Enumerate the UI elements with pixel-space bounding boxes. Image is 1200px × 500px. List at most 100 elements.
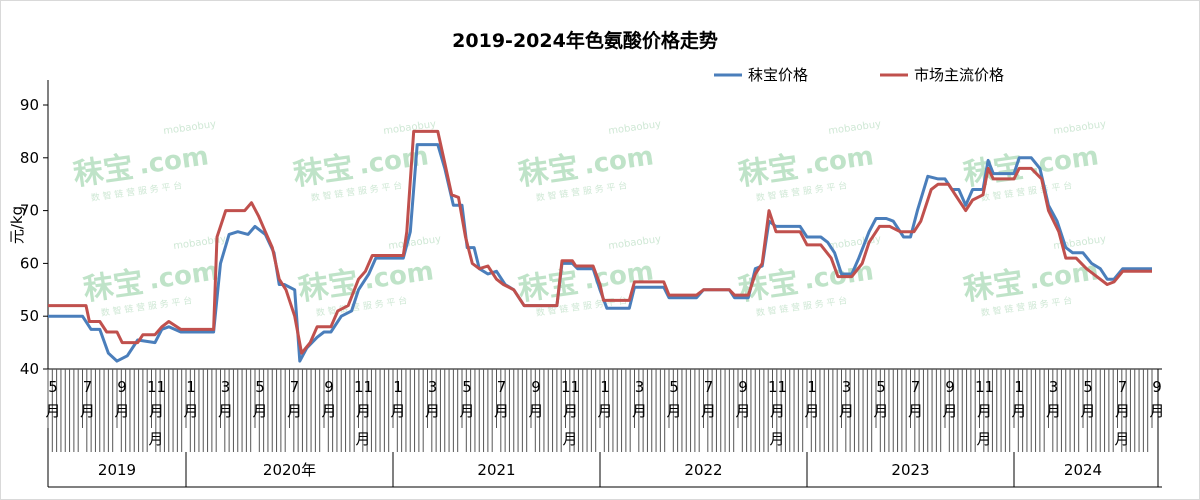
x-month-unit: 月	[770, 402, 785, 420]
x-month-unit: 月	[149, 402, 164, 420]
x-month-unit: 月	[1046, 402, 1061, 420]
x-month-unit: 月	[218, 402, 233, 420]
x-month-unit: 月	[1011, 402, 1026, 420]
legend-item: 市场主流价格	[880, 66, 1004, 84]
watermark-brand-cn: 秣宝	[736, 265, 800, 308]
x-month-unit: 月	[459, 402, 474, 420]
x-month-unit: 月	[287, 402, 302, 420]
x-group-unit: 月	[769, 430, 784, 448]
x-month-label: 3	[221, 378, 231, 396]
y-tick-label: 40	[20, 360, 39, 378]
x-month-label: 9	[945, 378, 955, 396]
x-month-unit: 月	[45, 402, 60, 420]
chart-title: 2019-2024年色氨酸价格走势	[452, 29, 718, 52]
x-month-unit: 月	[873, 402, 888, 420]
x-month-label: 7	[704, 378, 714, 396]
x-group-unit: 月	[562, 430, 577, 448]
y-tick-label: 80	[20, 149, 39, 167]
x-axis: 5月7月9月11月1月3月5月7月9月11月1月3月5月7月9月11月1月3月5…	[45, 368, 1165, 488]
x-month-unit: 月	[183, 402, 198, 420]
x-month-label: 9	[324, 378, 334, 396]
x-year-label: 2024	[1064, 461, 1102, 479]
x-month-unit: 月	[114, 402, 129, 420]
x-month-label: 1	[600, 378, 610, 396]
x-month-unit: 月	[632, 402, 647, 420]
x-month-label: 5	[48, 378, 58, 396]
x-year-label: 2021	[477, 461, 515, 479]
x-month-label: 1	[807, 378, 817, 396]
x-month-label: 7	[497, 378, 507, 396]
x-month-unit: 月	[563, 402, 578, 420]
x-month-label: 7	[911, 378, 921, 396]
x-month-unit: 月	[1115, 402, 1130, 420]
legend-label: 市场主流价格	[914, 66, 1004, 84]
series-line	[48, 129, 1152, 355]
x-month-unit: 月	[701, 402, 716, 420]
x-month-label: 1	[1014, 378, 1024, 396]
x-month-label: 11	[354, 378, 373, 396]
x-month-label: 3	[1049, 378, 1059, 396]
x-month-unit: 月	[252, 402, 267, 420]
x-month-unit: 月	[528, 402, 543, 420]
x-month-label: 3	[635, 378, 645, 396]
x-year-label: 2022	[684, 461, 722, 479]
x-month-label: 7	[1118, 378, 1128, 396]
legend: 秣宝价格 市场主流价格	[714, 66, 1004, 84]
x-month-unit: 月	[356, 402, 371, 420]
x-month-label: 5	[255, 378, 265, 396]
x-month-label: 5	[462, 378, 472, 396]
x-month-unit: 月	[735, 402, 750, 420]
y-tick-label: 50	[20, 307, 39, 325]
x-month-label: 9	[531, 378, 541, 396]
x-month-unit: 月	[977, 402, 992, 420]
watermark-brand-cn: 秣宝	[516, 265, 580, 308]
x-group-unit: 月	[355, 430, 370, 448]
x-month-label: 7	[83, 378, 93, 396]
y-tick-label: 90	[20, 96, 39, 114]
x-month-label: 9	[1152, 378, 1162, 396]
x-year-label: 2020年	[263, 461, 316, 479]
x-group-unit: 月	[148, 430, 163, 448]
y-tick-label: 70	[20, 202, 39, 220]
watermark-brand-cn: 秣宝	[71, 150, 135, 193]
x-month-unit: 月	[597, 402, 612, 420]
x-month-label: 9	[117, 378, 127, 396]
x-month-label: 1	[393, 378, 403, 396]
x-group-unit: 月	[976, 430, 991, 448]
x-month-label: 11	[975, 378, 994, 396]
x-month-unit: 月	[1149, 402, 1164, 420]
x-year-label: 2019	[98, 461, 136, 479]
x-month-unit: 月	[839, 402, 854, 420]
x-month-label: 5	[669, 378, 679, 396]
watermark-layer: 秣宝 .commobaobuy数 智 链 营 服 务 平 台秣宝 .commobao…	[71, 119, 1107, 319]
x-month-unit: 月	[908, 402, 923, 420]
legend-item: 秣宝价格	[714, 66, 808, 84]
y-tick-label: 60	[20, 254, 39, 272]
series-layer	[48, 129, 1152, 363]
watermark-brand-cn: 秣宝	[291, 150, 355, 193]
watermark-brand-cn: 秣宝	[961, 265, 1025, 308]
x-month-label: 7	[290, 378, 300, 396]
x-month-label: 11	[768, 378, 787, 396]
watermark-brand-cn: 秣宝	[81, 265, 145, 308]
x-month-unit: 月	[80, 402, 95, 420]
x-month-label: 3	[428, 378, 438, 396]
x-month-unit: 月	[942, 402, 957, 420]
x-month-unit: 月	[390, 402, 405, 420]
x-month-label: 1	[186, 378, 196, 396]
x-month-unit: 月	[1080, 402, 1095, 420]
x-month-label: 5	[1083, 378, 1093, 396]
x-year-label: 2023	[891, 461, 929, 479]
x-month-unit: 月	[804, 402, 819, 420]
x-month-unit: 月	[494, 402, 509, 420]
watermark-brand-cn: 秣宝	[736, 150, 800, 193]
x-month-label: 9	[738, 378, 748, 396]
x-month-label: 11	[561, 378, 580, 396]
x-group-unit: 月	[1114, 430, 1129, 448]
y-axis-label: 元/kg	[8, 206, 26, 244]
x-month-label: 3	[842, 378, 852, 396]
legend-label: 秣宝价格	[748, 66, 808, 84]
y-axis: 40 50 60 70 80 90	[20, 80, 49, 378]
